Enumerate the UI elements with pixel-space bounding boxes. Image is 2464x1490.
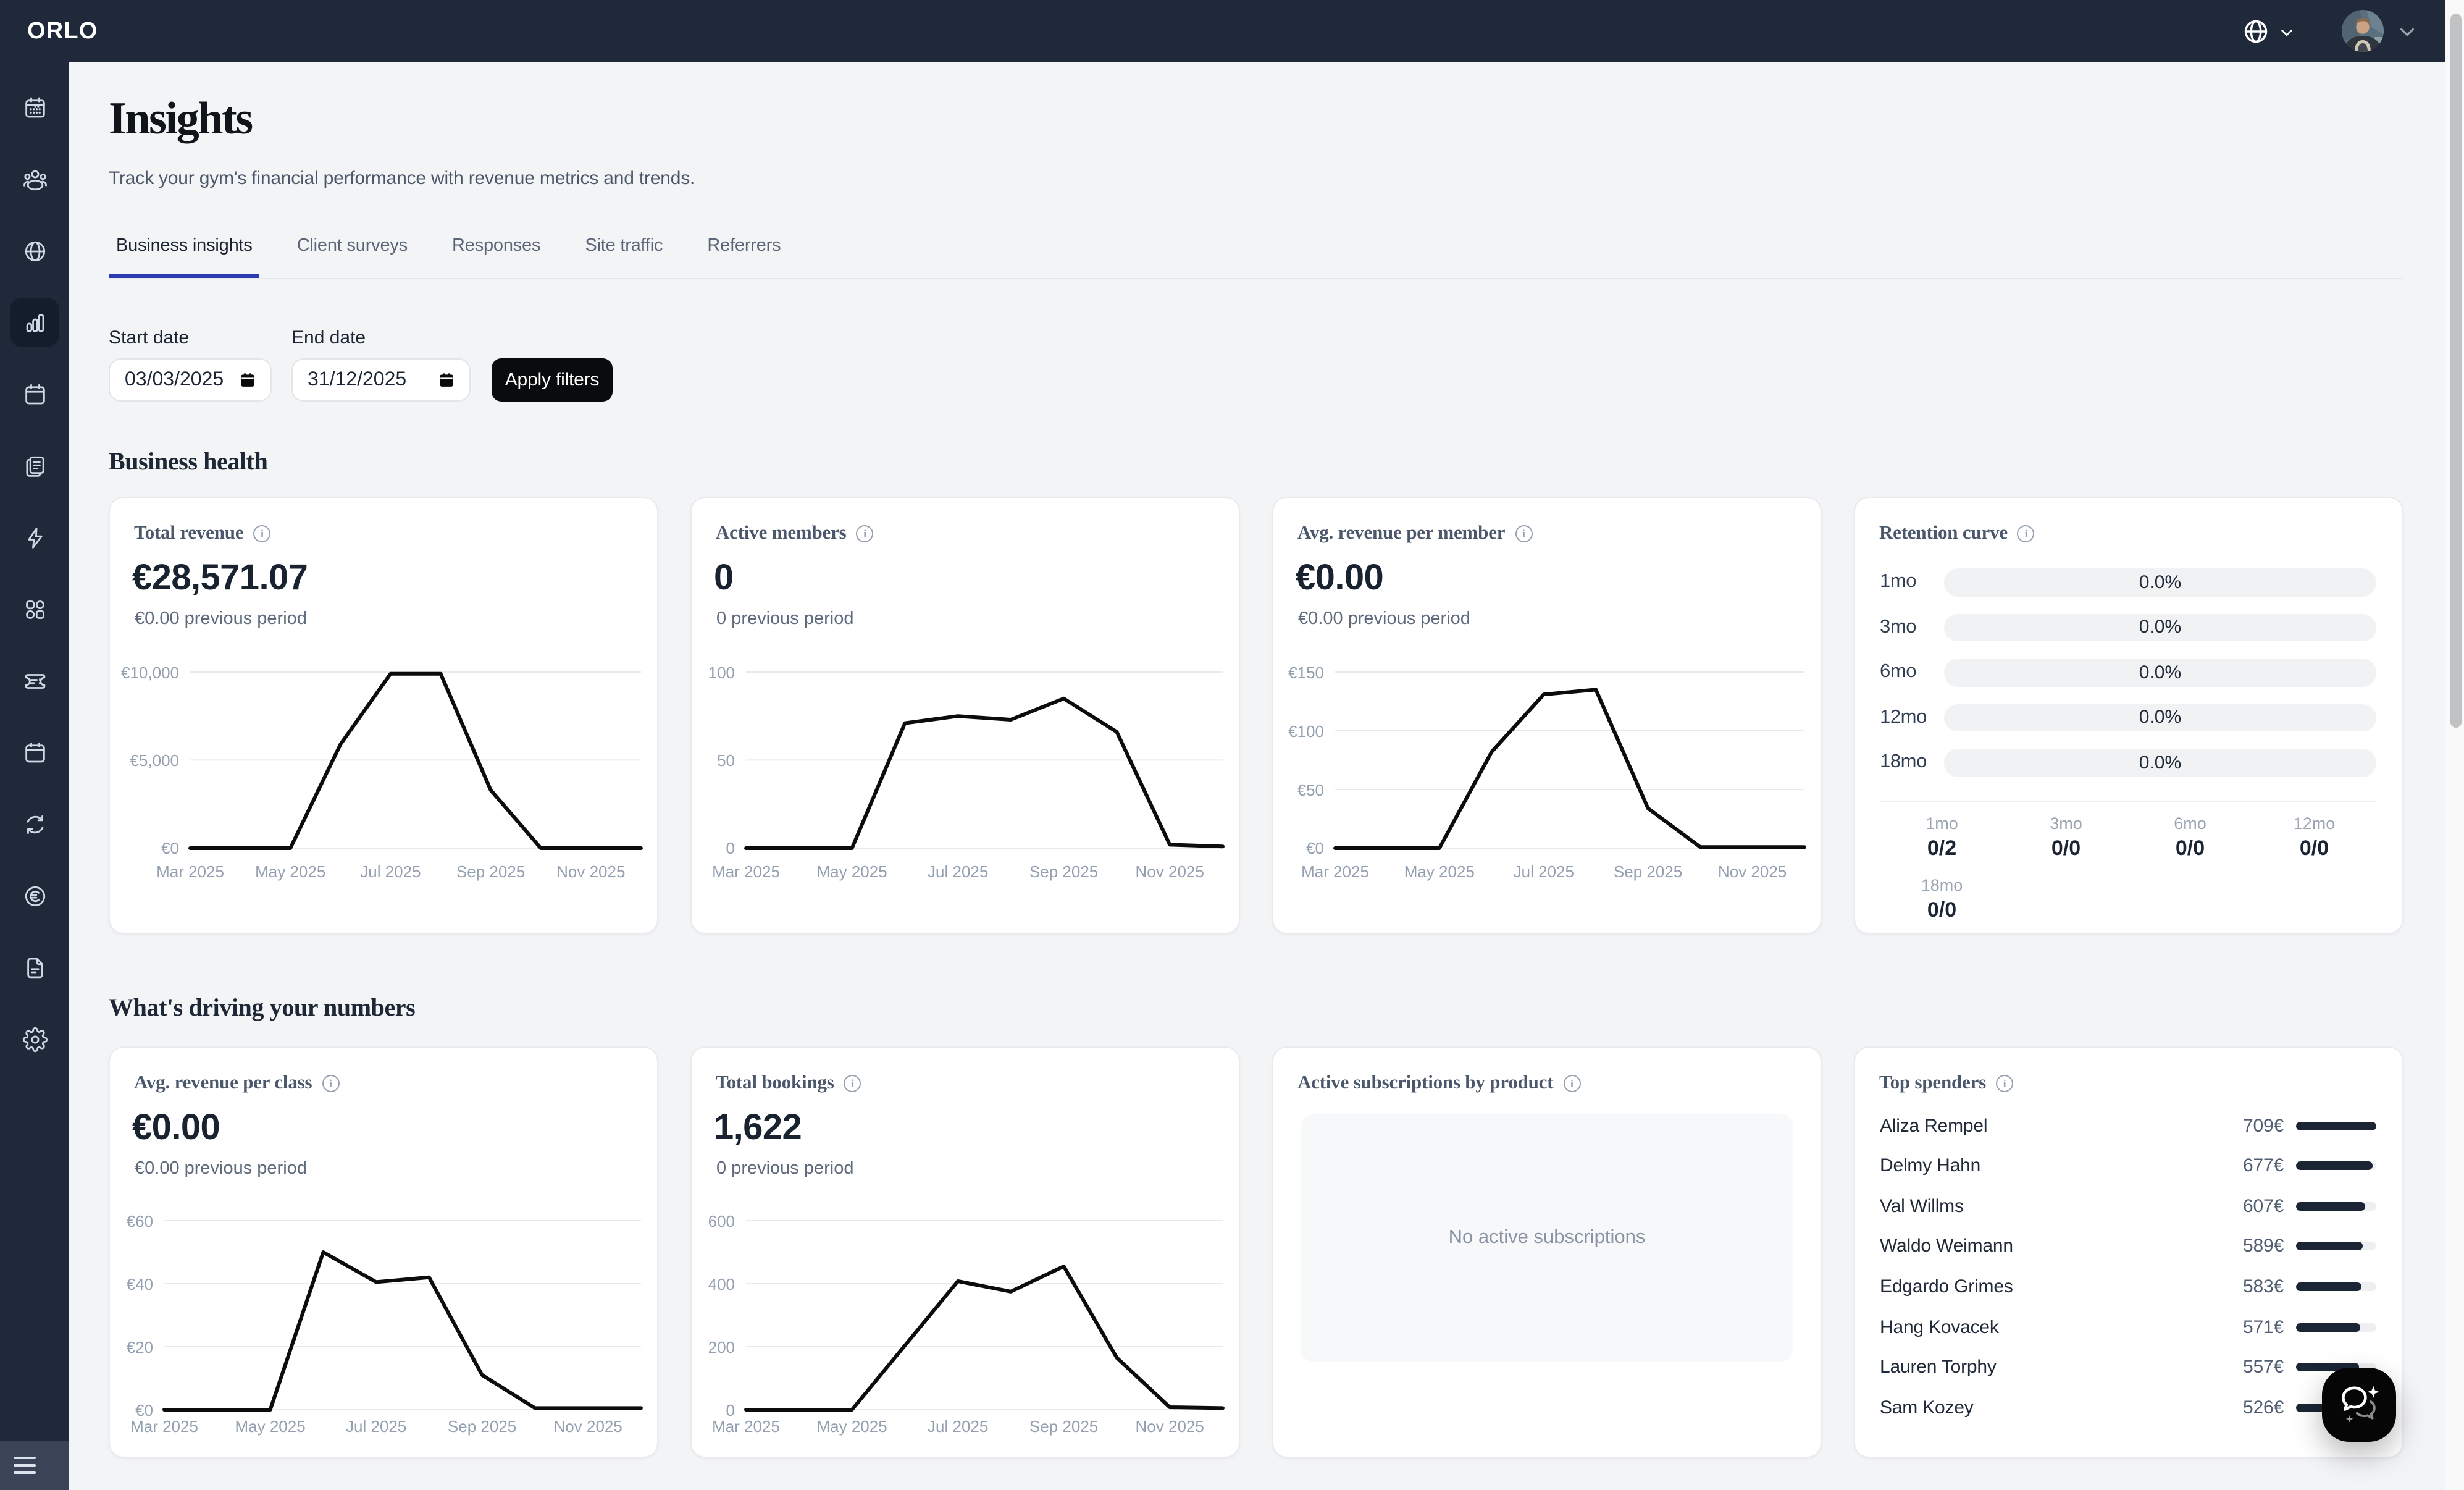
- svg-text:€150: €150: [1288, 663, 1324, 682]
- svg-text:€0: €0: [135, 1401, 153, 1420]
- svg-text:Nov 2025: Nov 2025: [556, 862, 625, 881]
- svg-text:Jul 2025: Jul 2025: [346, 1417, 406, 1436]
- svg-text:€5,000: €5,000: [130, 751, 179, 770]
- svg-text:50: 50: [717, 751, 735, 770]
- svg-text:May 2025: May 2025: [817, 1417, 887, 1436]
- svg-text:€40: €40: [127, 1275, 153, 1294]
- svg-text:Mar 2025: Mar 2025: [712, 862, 780, 881]
- svg-text:€50: €50: [1297, 781, 1324, 799]
- svg-text:Mar 2025: Mar 2025: [1301, 862, 1369, 881]
- svg-text:Jul 2025: Jul 2025: [360, 862, 421, 881]
- svg-text:Nov 2025: Nov 2025: [1136, 862, 1204, 881]
- svg-text:Nov 2025: Nov 2025: [1136, 1417, 1204, 1436]
- svg-text:Jul 2025: Jul 2025: [928, 862, 988, 881]
- svg-text:Jul 2025: Jul 2025: [1514, 862, 1574, 881]
- svg-text:€10,000: €10,000: [121, 663, 179, 682]
- svg-text:200: 200: [708, 1338, 735, 1357]
- svg-text:0: 0: [726, 839, 735, 857]
- svg-text:Mar 2025: Mar 2025: [712, 1417, 780, 1436]
- svg-text:May 2025: May 2025: [255, 862, 325, 881]
- svg-text:600: 600: [708, 1212, 735, 1231]
- svg-text:400: 400: [708, 1275, 735, 1294]
- svg-text:Mar 2025: Mar 2025: [130, 1417, 198, 1436]
- svg-text:0: 0: [726, 1401, 735, 1420]
- svg-text:Nov 2025: Nov 2025: [1718, 862, 1787, 881]
- svg-text:Mar 2025: Mar 2025: [156, 862, 224, 881]
- svg-text:May 2025: May 2025: [817, 862, 887, 881]
- svg-text:100: 100: [708, 663, 735, 682]
- svg-text:€0: €0: [161, 839, 179, 857]
- svg-text:May 2025: May 2025: [235, 1417, 306, 1436]
- svg-text:€100: €100: [1288, 722, 1324, 741]
- svg-text:Sep 2025: Sep 2025: [448, 1417, 516, 1436]
- svg-text:€0: €0: [1306, 839, 1324, 857]
- svg-text:€60: €60: [127, 1212, 153, 1231]
- svg-text:Nov 2025: Nov 2025: [554, 1417, 622, 1436]
- svg-text:Sep 2025: Sep 2025: [1029, 1417, 1098, 1436]
- svg-text:Sep 2025: Sep 2025: [1029, 862, 1098, 881]
- svg-text:May 2025: May 2025: [1404, 862, 1475, 881]
- svg-text:Sep 2025: Sep 2025: [456, 862, 525, 881]
- svg-text:Jul 2025: Jul 2025: [928, 1417, 988, 1436]
- svg-text:Sep 2025: Sep 2025: [1614, 862, 1682, 881]
- svg-text:€20: €20: [127, 1338, 153, 1357]
